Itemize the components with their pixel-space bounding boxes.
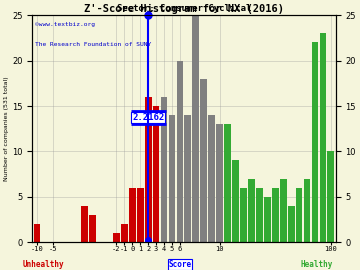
Bar <box>224 124 231 242</box>
Bar <box>240 188 247 242</box>
Bar <box>121 224 128 242</box>
Bar <box>296 188 302 242</box>
Bar <box>216 124 223 242</box>
Bar <box>81 206 88 242</box>
Bar <box>193 15 199 242</box>
Bar <box>328 151 334 242</box>
Bar <box>137 188 144 242</box>
Bar <box>168 115 175 242</box>
Bar <box>129 188 136 242</box>
Bar <box>33 224 40 242</box>
Bar <box>208 115 215 242</box>
Bar <box>320 33 326 242</box>
Text: Score: Score <box>168 260 192 269</box>
Bar <box>232 160 239 242</box>
Text: The Research Foundation of SUNY: The Research Foundation of SUNY <box>35 42 152 48</box>
Bar <box>89 215 96 242</box>
Bar <box>153 106 159 242</box>
Bar <box>272 188 279 242</box>
Bar <box>256 188 263 242</box>
Bar <box>312 42 318 242</box>
Bar <box>288 206 294 242</box>
Y-axis label: Number of companies (531 total): Number of companies (531 total) <box>4 76 9 181</box>
Bar <box>113 233 120 242</box>
Title: Z'-Score Histogram for NX (2016): Z'-Score Histogram for NX (2016) <box>84 4 284 15</box>
Text: Unhealthy: Unhealthy <box>22 260 64 269</box>
Bar <box>161 97 167 242</box>
Bar <box>201 79 207 242</box>
Text: ©www.textbiz.org: ©www.textbiz.org <box>35 22 95 27</box>
Text: Healthy: Healthy <box>301 260 333 269</box>
Bar <box>176 61 183 242</box>
Bar <box>303 179 310 242</box>
Bar <box>264 197 271 242</box>
Bar <box>280 179 287 242</box>
Bar <box>184 115 191 242</box>
Text: 2.2162: 2.2162 <box>132 113 164 122</box>
Text: Sector: Consumer Cyclical: Sector: Consumer Cyclical <box>117 4 251 13</box>
Bar <box>248 179 255 242</box>
Bar <box>145 97 152 242</box>
